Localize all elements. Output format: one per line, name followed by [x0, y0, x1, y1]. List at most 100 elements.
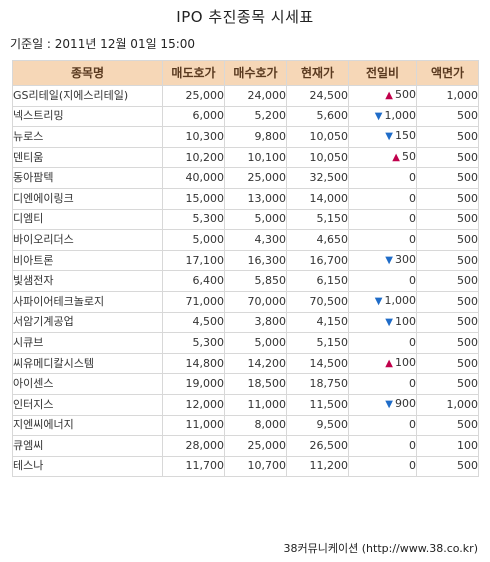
- change-cell: ▼ 1,000: [348, 290, 417, 313]
- stock-name-cell: 비아트론: [12, 249, 163, 272]
- change-value: 0: [409, 274, 416, 288]
- change-cell: 0: [348, 455, 417, 478]
- change-cell: 0: [348, 229, 417, 251]
- change-cell: ▲ 100: [348, 352, 417, 375]
- change-value: 0: [409, 212, 416, 226]
- table-row: 인터지스 12,000 11,000 11,500 ▼ 900 1,000: [12, 393, 479, 416]
- bid-price-cell: 25,000: [224, 167, 287, 189]
- stock-name-cell: 시큐브: [12, 332, 163, 354]
- table-row: 지엔씨에너지 11,000 8,000 9,500 0 500: [12, 414, 479, 437]
- change-value: 100: [395, 314, 416, 328]
- table-row: GS리테일(지에스리테일) 25,000 24,000 24,500 ▲ 500 1,000: [12, 85, 479, 107]
- bid-price-cell: 9,800: [224, 126, 287, 148]
- down-triangle-icon: ▼: [385, 255, 393, 267]
- bid-price-cell: 5,200: [224, 105, 287, 128]
- stock-name-cell: 테스나: [12, 455, 163, 478]
- stock-name-cell: GS리테일(지에스리테일): [12, 85, 163, 107]
- bid-price-cell: 8,000: [224, 414, 287, 437]
- table-row: 비아트론 17,100 16,300 16,700 ▼ 300 500: [12, 249, 479, 272]
- ask-price-cell: 11,000: [162, 414, 225, 437]
- page-title: IPO 추진종목 시세표: [176, 8, 314, 26]
- ask-price-cell: 14,800: [162, 352, 225, 375]
- change-value: 0: [409, 438, 416, 452]
- table-row: 아이센스 19,000 18,500 18,750 0 500: [12, 373, 479, 395]
- current-price-cell: 10,050: [286, 126, 349, 148]
- bid-price-cell: 18,500: [224, 373, 287, 395]
- change-value: 0: [409, 232, 416, 246]
- table-row: 디엔에이링크 15,000 13,000 14,000 0 500: [12, 187, 479, 210]
- ask-price-cell: 10,300: [162, 126, 225, 148]
- ask-price-cell: 11,700: [162, 455, 225, 478]
- bid-price-cell: 3,800: [224, 311, 287, 334]
- down-triangle-icon: ▼: [385, 399, 393, 411]
- change-cell: 0: [348, 187, 417, 210]
- down-triangle-icon: ▼: [385, 131, 393, 143]
- bid-price-cell: 13,000: [224, 187, 287, 210]
- ask-price-cell: 28,000: [162, 435, 225, 457]
- par-value-cell: 500: [416, 414, 479, 437]
- change-cell: ▼ 1,000: [348, 105, 417, 128]
- current-price-cell: 11,500: [286, 393, 349, 416]
- table-row: 큐엠씨 28,000 25,000 26,500 0 100: [12, 435, 479, 457]
- table-row: 넥스트리밍 6,000 5,200 5,600 ▼ 1,000 500: [12, 105, 479, 128]
- col-header-ask: 매도호가: [162, 60, 225, 86]
- current-price-cell: 5,600: [286, 105, 349, 128]
- base-date: 기준일 : 2011년 12월 01일 15:00: [10, 37, 196, 51]
- ask-price-cell: 19,000: [162, 373, 225, 395]
- current-price-cell: 32,500: [286, 167, 349, 189]
- change-value: 0: [409, 191, 416, 205]
- current-price-cell: 4,650: [286, 229, 349, 251]
- change-value: 300: [395, 253, 416, 267]
- col-header-name: 종목명: [12, 60, 163, 86]
- price-table: 종목명 매도호가 매수호가 현재가 전일비 액면가 GS리테일(지에스리테일) 2…: [12, 60, 479, 478]
- up-triangle-icon: ▲: [392, 152, 400, 164]
- table-row: 사파이어테크놀로지 71,000 70,000 70,500 ▼ 1,000 500: [12, 290, 479, 313]
- stock-name-cell: 뉴로스: [12, 126, 163, 148]
- bid-price-cell: 24,000: [224, 85, 287, 107]
- par-value-cell: 500: [416, 352, 479, 375]
- current-price-cell: 14,000: [286, 187, 349, 210]
- ask-price-cell: 6,000: [162, 105, 225, 128]
- ask-price-cell: 10,200: [162, 146, 225, 169]
- col-header-change: 전일비: [348, 60, 417, 86]
- ask-price-cell: 5,300: [162, 208, 225, 231]
- bid-price-cell: 10,700: [224, 455, 287, 478]
- current-price-cell: 9,500: [286, 414, 349, 437]
- par-value-cell: 500: [416, 229, 479, 251]
- change-value: 1,000: [384, 294, 416, 308]
- change-cell: 0: [348, 332, 417, 354]
- par-value-cell: 500: [416, 126, 479, 148]
- change-value: 0: [409, 335, 416, 349]
- stock-name-cell: 덴티움: [12, 146, 163, 169]
- down-triangle-icon: ▼: [385, 316, 393, 328]
- ask-price-cell: 25,000: [162, 85, 225, 107]
- stock-name-cell: 넥스트리밍: [12, 105, 163, 128]
- current-price-cell: 6,150: [286, 270, 349, 292]
- source-credit: 38커뮤니케이션 (http://www.38.co.kr): [283, 542, 478, 555]
- table-row: 빛샘전자 6,400 5,850 6,150 0 500: [12, 270, 479, 292]
- current-price-cell: 10,050: [286, 146, 349, 169]
- change-value: 0: [409, 377, 416, 391]
- ask-price-cell: 12,000: [162, 393, 225, 416]
- bid-price-cell: 14,200: [224, 352, 287, 375]
- current-price-cell: 16,700: [286, 249, 349, 272]
- stock-name-cell: 서암기계공업: [12, 311, 163, 334]
- bid-price-cell: 5,000: [224, 208, 287, 231]
- table-header-row: 종목명 매도호가 매수호가 현재가 전일비 액면가: [12, 60, 479, 86]
- stock-name-cell: 아이센스: [12, 373, 163, 395]
- table-row: 동아팜텍 40,000 25,000 32,500 0 500: [12, 167, 479, 189]
- ask-price-cell: 5,000: [162, 229, 225, 251]
- par-value-cell: 500: [416, 249, 479, 272]
- table-body: GS리테일(지에스리테일) 25,000 24,000 24,500 ▲ 500 1,000…: [12, 85, 479, 478]
- change-value: 900: [395, 397, 416, 411]
- bid-price-cell: 25,000: [224, 435, 287, 457]
- change-value: 50: [402, 150, 416, 164]
- change-cell: 0: [348, 435, 417, 457]
- col-header-bid: 매수호가: [224, 60, 287, 86]
- change-cell: ▼ 100: [348, 311, 417, 334]
- stock-name-cell: 씨유메디칼시스템: [12, 352, 163, 375]
- ask-price-cell: 71,000: [162, 290, 225, 313]
- par-value-cell: 500: [416, 373, 479, 395]
- change-cell: ▼ 300: [348, 249, 417, 272]
- ask-price-cell: 40,000: [162, 167, 225, 189]
